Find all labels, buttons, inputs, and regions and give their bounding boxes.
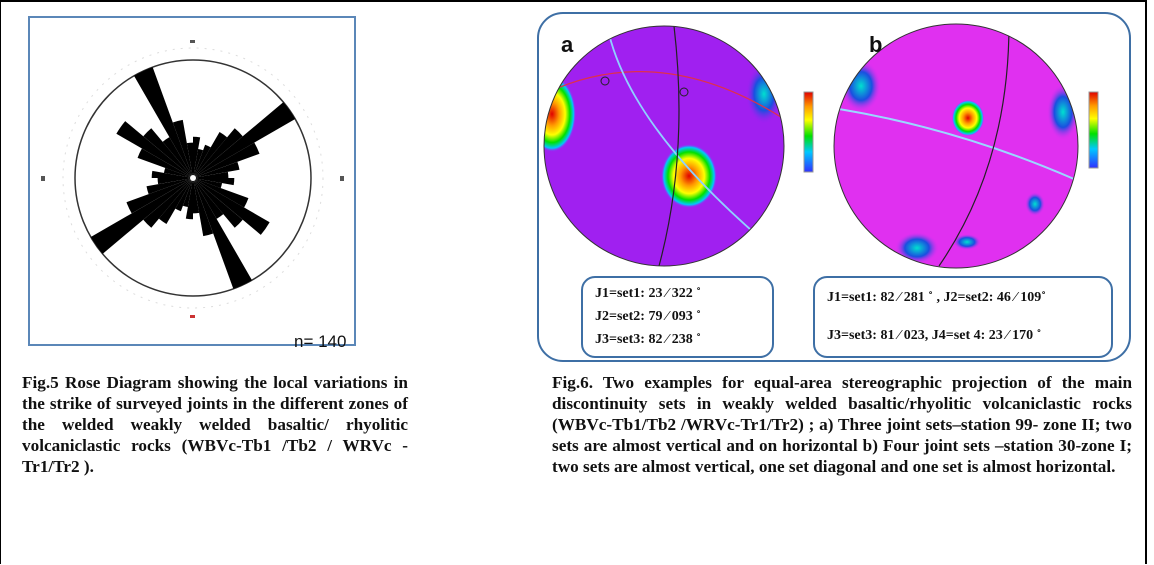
rose-petal [193, 148, 204, 178]
tick-ring [62, 47, 324, 309]
legend-b-sets-1-2: J1=set1: 82 ⁄ 281 ˚ , J2=set2: 46 ⁄ 109˚ [827, 290, 1046, 305]
rose-petal [193, 178, 223, 189]
sample-count-label: n= 140 [294, 332, 347, 351]
rose-petal [126, 178, 193, 214]
rose-diagram-panel: n= 140 [28, 16, 356, 351]
rose-petal [193, 178, 243, 228]
rose-petal [151, 170, 193, 178]
rose-petal [193, 102, 296, 178]
fig5-caption: Fig.5 Rose Diagram showing the local var… [22, 373, 408, 476]
rose-petal [193, 178, 252, 289]
rose-petal [193, 178, 270, 235]
rose-petal [193, 128, 243, 178]
rose-petal [193, 178, 200, 214]
south-mark [190, 315, 195, 318]
legend-a-set3: J3=set3: 82 ⁄ 238 ˚ [595, 332, 701, 347]
rose-petal [162, 137, 193, 178]
stereonet-b [833, 23, 1079, 269]
rose-petal [158, 178, 193, 224]
rose-petal [143, 128, 193, 178]
panel-label-a: a [561, 32, 574, 57]
west-mark [41, 176, 45, 181]
rose-petal [185, 178, 193, 220]
rose-petal [157, 178, 193, 185]
rose-petal [193, 132, 228, 178]
legend-b-sets-3-4: J3=set3: 81 ⁄ 023, J4=set 4: 23 ⁄ 170 ˚ [827, 328, 1042, 343]
rose-petal [143, 178, 193, 228]
rose-petal [134, 67, 193, 178]
rose-center [190, 175, 196, 181]
rose-petal [193, 178, 249, 208]
rose-petal [90, 178, 193, 254]
rose-petal [146, 178, 193, 195]
legend-b: J1=set1: 82 ⁄ 281 ˚ , J2=set2: 46 ⁄ 109˚… [813, 276, 1113, 358]
stereonet-panel: a b J1=set1: 23 ⁄ 322 ˚ J2=set2: 79 ⁄ 09… [537, 12, 1131, 362]
rose-petal [193, 171, 229, 178]
rose-petal [182, 178, 193, 208]
rose-petal [172, 119, 193, 178]
north-mark [190, 40, 195, 43]
rose-petal [193, 178, 224, 219]
stereonet-a [543, 25, 785, 267]
rose-petal [116, 121, 193, 178]
rose-petal [175, 178, 193, 212]
rose-petal [193, 142, 260, 178]
legend-a: J1=set1: 23 ⁄ 322 ˚ J2=set2: 79 ⁄ 093 ˚ … [581, 276, 774, 358]
rose-petal [137, 148, 193, 178]
legend-a-set1: J1=set1: 23 ⁄ 322 ˚ [595, 286, 701, 301]
rose-diagram [41, 40, 344, 318]
colorbar-a [803, 91, 814, 173]
rose-petals [90, 67, 296, 289]
east-mark [340, 176, 344, 181]
rose-petal [193, 178, 235, 186]
panel-label-b: b [869, 32, 883, 57]
rose-petal [193, 161, 240, 178]
colorbar-b [1088, 91, 1099, 169]
rose-petal [193, 178, 214, 237]
legend-a-set2: J2=set2: 79 ⁄ 093 ˚ [595, 309, 701, 324]
fig6-caption: Fig.6. Two examples for equal-area stere… [552, 373, 1132, 476]
rose-petal [193, 136, 201, 178]
rose-petal [163, 167, 193, 178]
rose-petal [193, 144, 211, 178]
rose-petal [186, 142, 193, 178]
stereonet-graphics [543, 23, 1099, 269]
